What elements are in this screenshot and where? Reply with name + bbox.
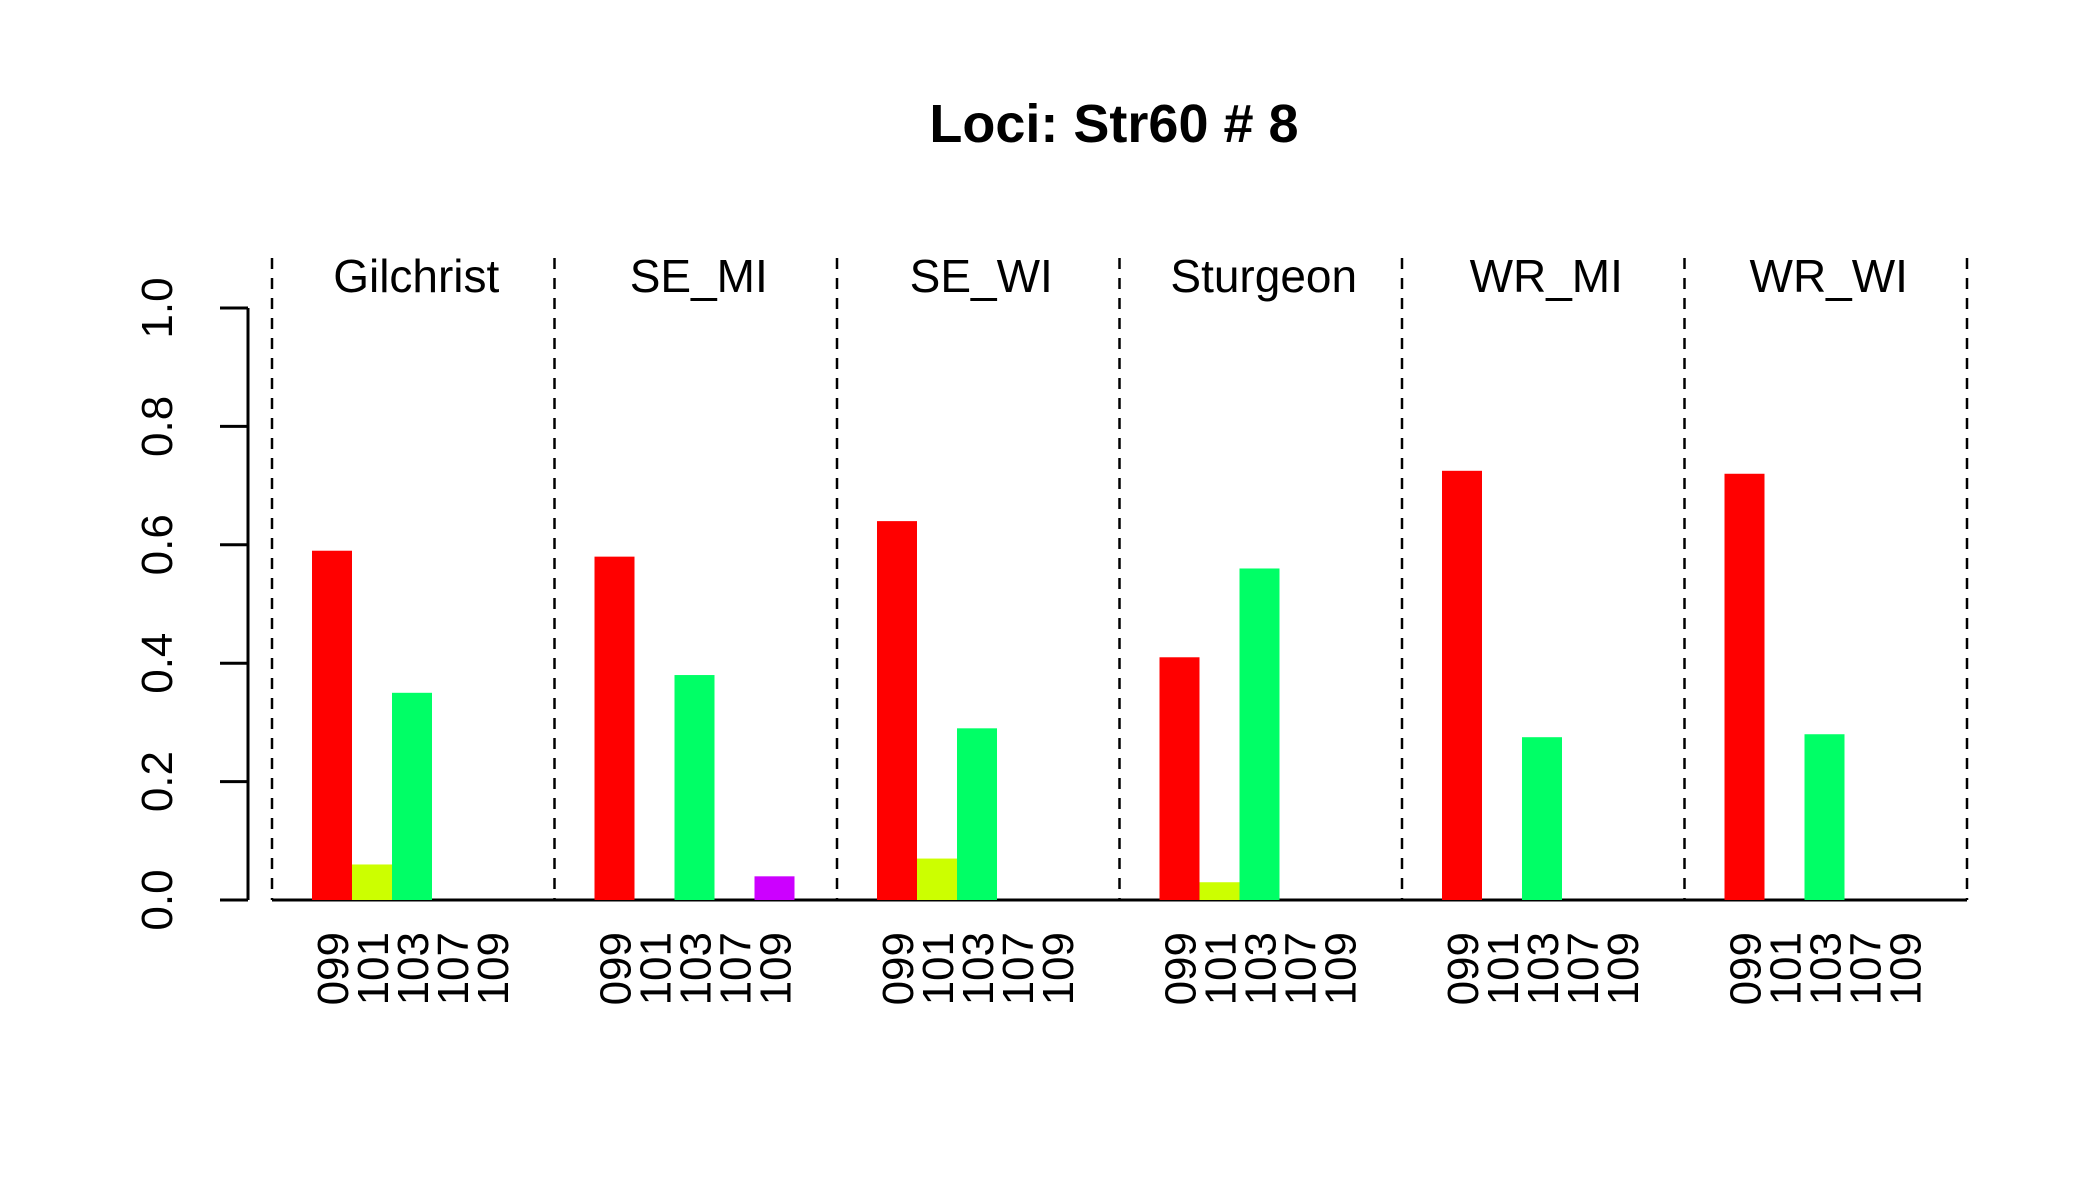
x-category-label: 107 bbox=[1842, 932, 1891, 1005]
y-tick-label: 0.8 bbox=[133, 396, 182, 457]
x-category-label: 103 bbox=[389, 932, 438, 1005]
x-category-label: 099 bbox=[1439, 932, 1488, 1005]
panel-label: WR_WI bbox=[1750, 250, 1908, 302]
y-tick-label: 0.6 bbox=[133, 514, 182, 575]
bar-101 bbox=[1199, 882, 1240, 900]
x-category-label: 109 bbox=[1882, 932, 1931, 1005]
y-axis: 0.0 0.2 0.4 0.6 0.8 1.0 bbox=[133, 258, 1969, 931]
panel-label: Gilchrist bbox=[333, 250, 499, 302]
x-category-label: 109 bbox=[1317, 932, 1366, 1005]
x-category-label: 099 bbox=[592, 932, 641, 1005]
x-category-label: 101 bbox=[914, 932, 963, 1005]
x-category-label: 107 bbox=[429, 932, 478, 1005]
bar-109 bbox=[754, 876, 795, 900]
panel-label: SE_MI bbox=[630, 250, 768, 302]
x-category-label: 109 bbox=[752, 932, 801, 1005]
panel-label: SE_WI bbox=[910, 250, 1053, 302]
bar-101 bbox=[352, 864, 392, 900]
bar-099 bbox=[312, 550, 352, 900]
x-category-label: 099 bbox=[1722, 932, 1771, 1005]
x-category-label: 101 bbox=[1762, 932, 1811, 1005]
x-category-label: 101 bbox=[1479, 932, 1528, 1005]
bar-103 bbox=[1804, 734, 1845, 900]
x-category-label: 099 bbox=[309, 932, 358, 1005]
panel-label: Sturgeon bbox=[1170, 250, 1357, 302]
bar-103 bbox=[1239, 568, 1280, 900]
bar-099 bbox=[1724, 473, 1765, 900]
bar-103 bbox=[1522, 737, 1562, 900]
bar-101 bbox=[917, 858, 957, 900]
y-tick-label: 0.4 bbox=[133, 633, 182, 694]
x-category-label: 107 bbox=[712, 932, 761, 1005]
x-category-label: 107 bbox=[1559, 932, 1608, 1005]
bar-103 bbox=[674, 675, 715, 900]
y-tick-label: 0.0 bbox=[133, 869, 182, 930]
bar-103 bbox=[392, 692, 432, 900]
x-category-label: 101 bbox=[1197, 932, 1246, 1005]
bar-099 bbox=[1159, 657, 1200, 900]
x-category-label: 103 bbox=[672, 932, 721, 1005]
panels: Gilchrist099101103107109SE_MI09910110310… bbox=[309, 250, 1931, 1005]
x-category-label: 107 bbox=[1277, 932, 1326, 1005]
panel-label: WR_MI bbox=[1470, 250, 1623, 302]
x-category-label: 103 bbox=[1237, 932, 1286, 1005]
x-category-label: 109 bbox=[1034, 932, 1083, 1005]
chart-title: Loci: Str60 # 8 bbox=[929, 94, 1298, 154]
x-category-label: 109 bbox=[469, 932, 518, 1005]
y-tick-label: 0.2 bbox=[133, 751, 182, 812]
x-category-label: 103 bbox=[1519, 932, 1568, 1005]
x-category-label: 103 bbox=[1802, 932, 1851, 1005]
bar-099 bbox=[1442, 470, 1482, 900]
bar-103 bbox=[957, 728, 997, 900]
x-category-label: 101 bbox=[632, 932, 681, 1005]
bar-099 bbox=[594, 556, 635, 900]
x-category-label: 099 bbox=[874, 932, 923, 1005]
x-category-label: 101 bbox=[349, 932, 398, 1005]
x-category-label: 103 bbox=[954, 932, 1003, 1005]
x-category-label: 099 bbox=[1157, 932, 1206, 1005]
x-category-label: 107 bbox=[994, 932, 1043, 1005]
bar-099 bbox=[877, 521, 917, 900]
y-tick-label: 1.0 bbox=[133, 277, 182, 338]
x-category-label: 109 bbox=[1599, 932, 1648, 1005]
